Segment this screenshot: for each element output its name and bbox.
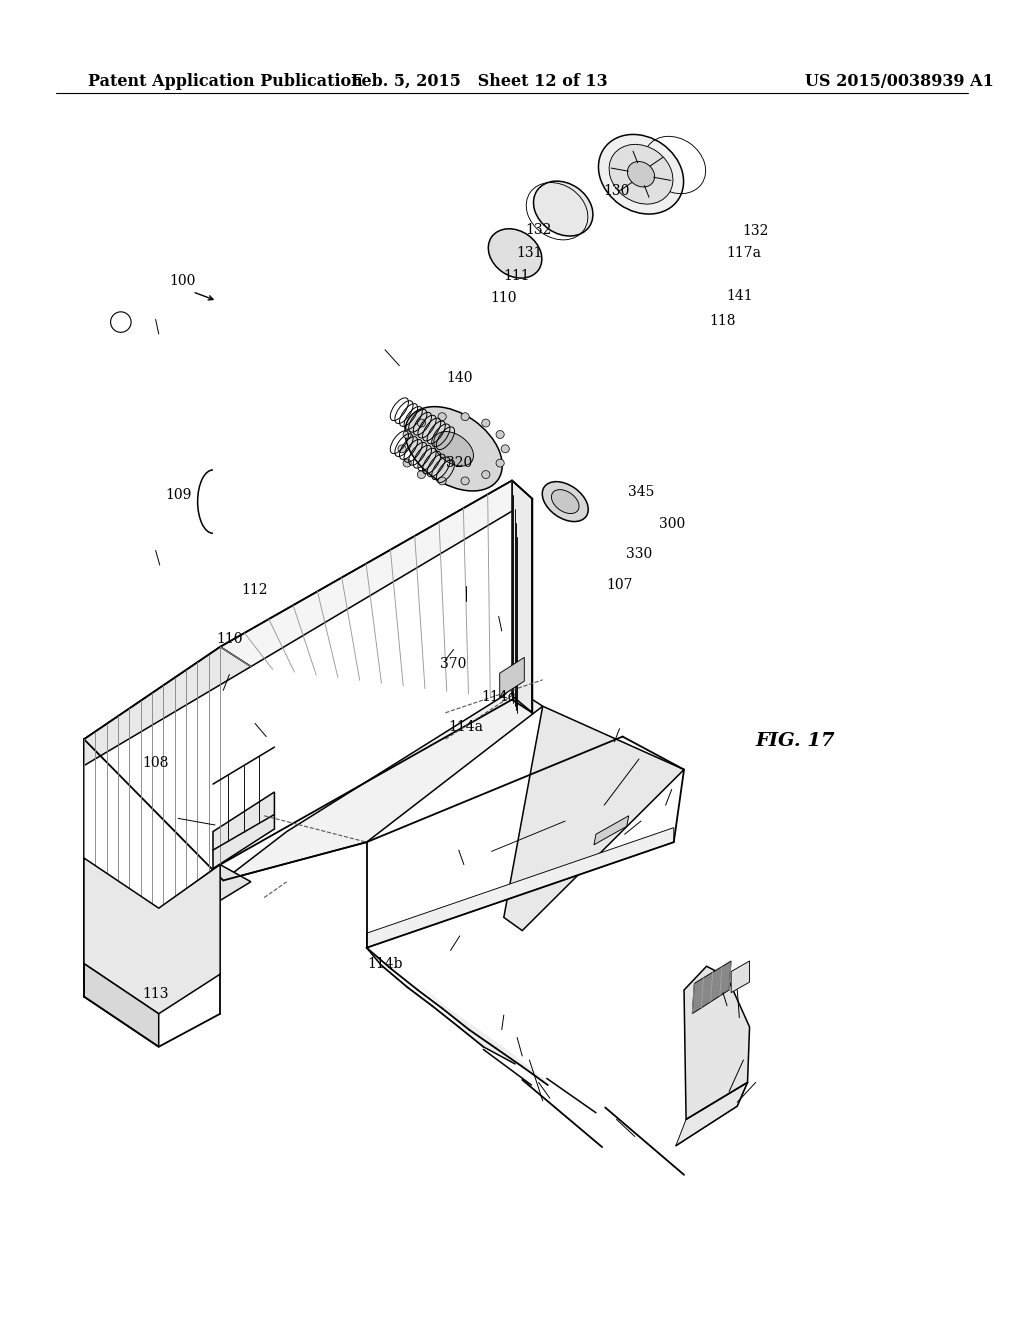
Polygon shape [223, 686, 543, 880]
Ellipse shape [398, 445, 407, 453]
Polygon shape [84, 858, 220, 1014]
Polygon shape [692, 961, 731, 1014]
Text: 114c: 114c [481, 690, 516, 704]
Text: 140: 140 [446, 371, 473, 384]
Ellipse shape [628, 161, 654, 187]
Ellipse shape [461, 477, 469, 484]
Polygon shape [731, 961, 750, 993]
Ellipse shape [438, 477, 446, 484]
Text: 113: 113 [142, 987, 169, 1001]
Ellipse shape [501, 445, 509, 453]
Polygon shape [500, 657, 524, 697]
Text: US 2015/0038939 A1: US 2015/0038939 A1 [805, 73, 993, 90]
Polygon shape [676, 1082, 748, 1146]
Text: 320: 320 [445, 457, 472, 470]
Polygon shape [594, 816, 629, 845]
Ellipse shape [481, 471, 489, 479]
Ellipse shape [496, 459, 504, 467]
Text: 141: 141 [726, 289, 753, 302]
Ellipse shape [488, 228, 542, 279]
Text: 132: 132 [525, 223, 552, 236]
Text: 114a: 114a [449, 721, 483, 734]
Text: 118: 118 [710, 314, 736, 327]
Ellipse shape [481, 418, 489, 426]
Text: Patent Application Publication: Patent Application Publication [88, 73, 362, 90]
Text: 370: 370 [440, 657, 467, 671]
Text: 345: 345 [628, 486, 654, 499]
Ellipse shape [552, 490, 579, 513]
Ellipse shape [434, 432, 473, 466]
Text: 131: 131 [516, 247, 543, 260]
Text: 109: 109 [165, 488, 191, 502]
Ellipse shape [461, 413, 469, 421]
Text: 110: 110 [216, 632, 243, 645]
Ellipse shape [598, 135, 684, 214]
Text: FIG. 17: FIG. 17 [756, 733, 836, 750]
Text: 112: 112 [242, 583, 268, 597]
Text: 132: 132 [742, 224, 769, 238]
Polygon shape [213, 792, 274, 869]
Text: 110: 110 [490, 292, 517, 305]
Polygon shape [684, 966, 750, 1119]
Text: 111: 111 [504, 269, 530, 282]
Ellipse shape [438, 413, 446, 421]
Text: 107: 107 [606, 578, 633, 591]
Polygon shape [220, 480, 532, 667]
Polygon shape [512, 480, 532, 713]
Text: 130: 130 [603, 185, 630, 198]
Text: 100: 100 [169, 275, 196, 288]
Text: 330: 330 [626, 548, 652, 561]
Text: 300: 300 [658, 517, 685, 531]
Polygon shape [84, 647, 251, 766]
Text: 117a: 117a [726, 247, 761, 260]
Text: 114b: 114b [368, 957, 402, 970]
Polygon shape [84, 964, 159, 1047]
Ellipse shape [418, 471, 426, 479]
Polygon shape [372, 940, 548, 1082]
Ellipse shape [534, 181, 593, 236]
Ellipse shape [403, 459, 412, 467]
Ellipse shape [609, 144, 673, 205]
Text: Feb. 5, 2015   Sheet 12 of 13: Feb. 5, 2015 Sheet 12 of 13 [351, 73, 607, 90]
Polygon shape [504, 706, 684, 931]
Ellipse shape [418, 418, 426, 426]
Polygon shape [367, 828, 674, 948]
Ellipse shape [406, 407, 502, 491]
Ellipse shape [543, 482, 588, 521]
Ellipse shape [496, 430, 504, 438]
Polygon shape [84, 865, 251, 983]
Text: 108: 108 [142, 756, 169, 770]
Ellipse shape [403, 430, 412, 438]
